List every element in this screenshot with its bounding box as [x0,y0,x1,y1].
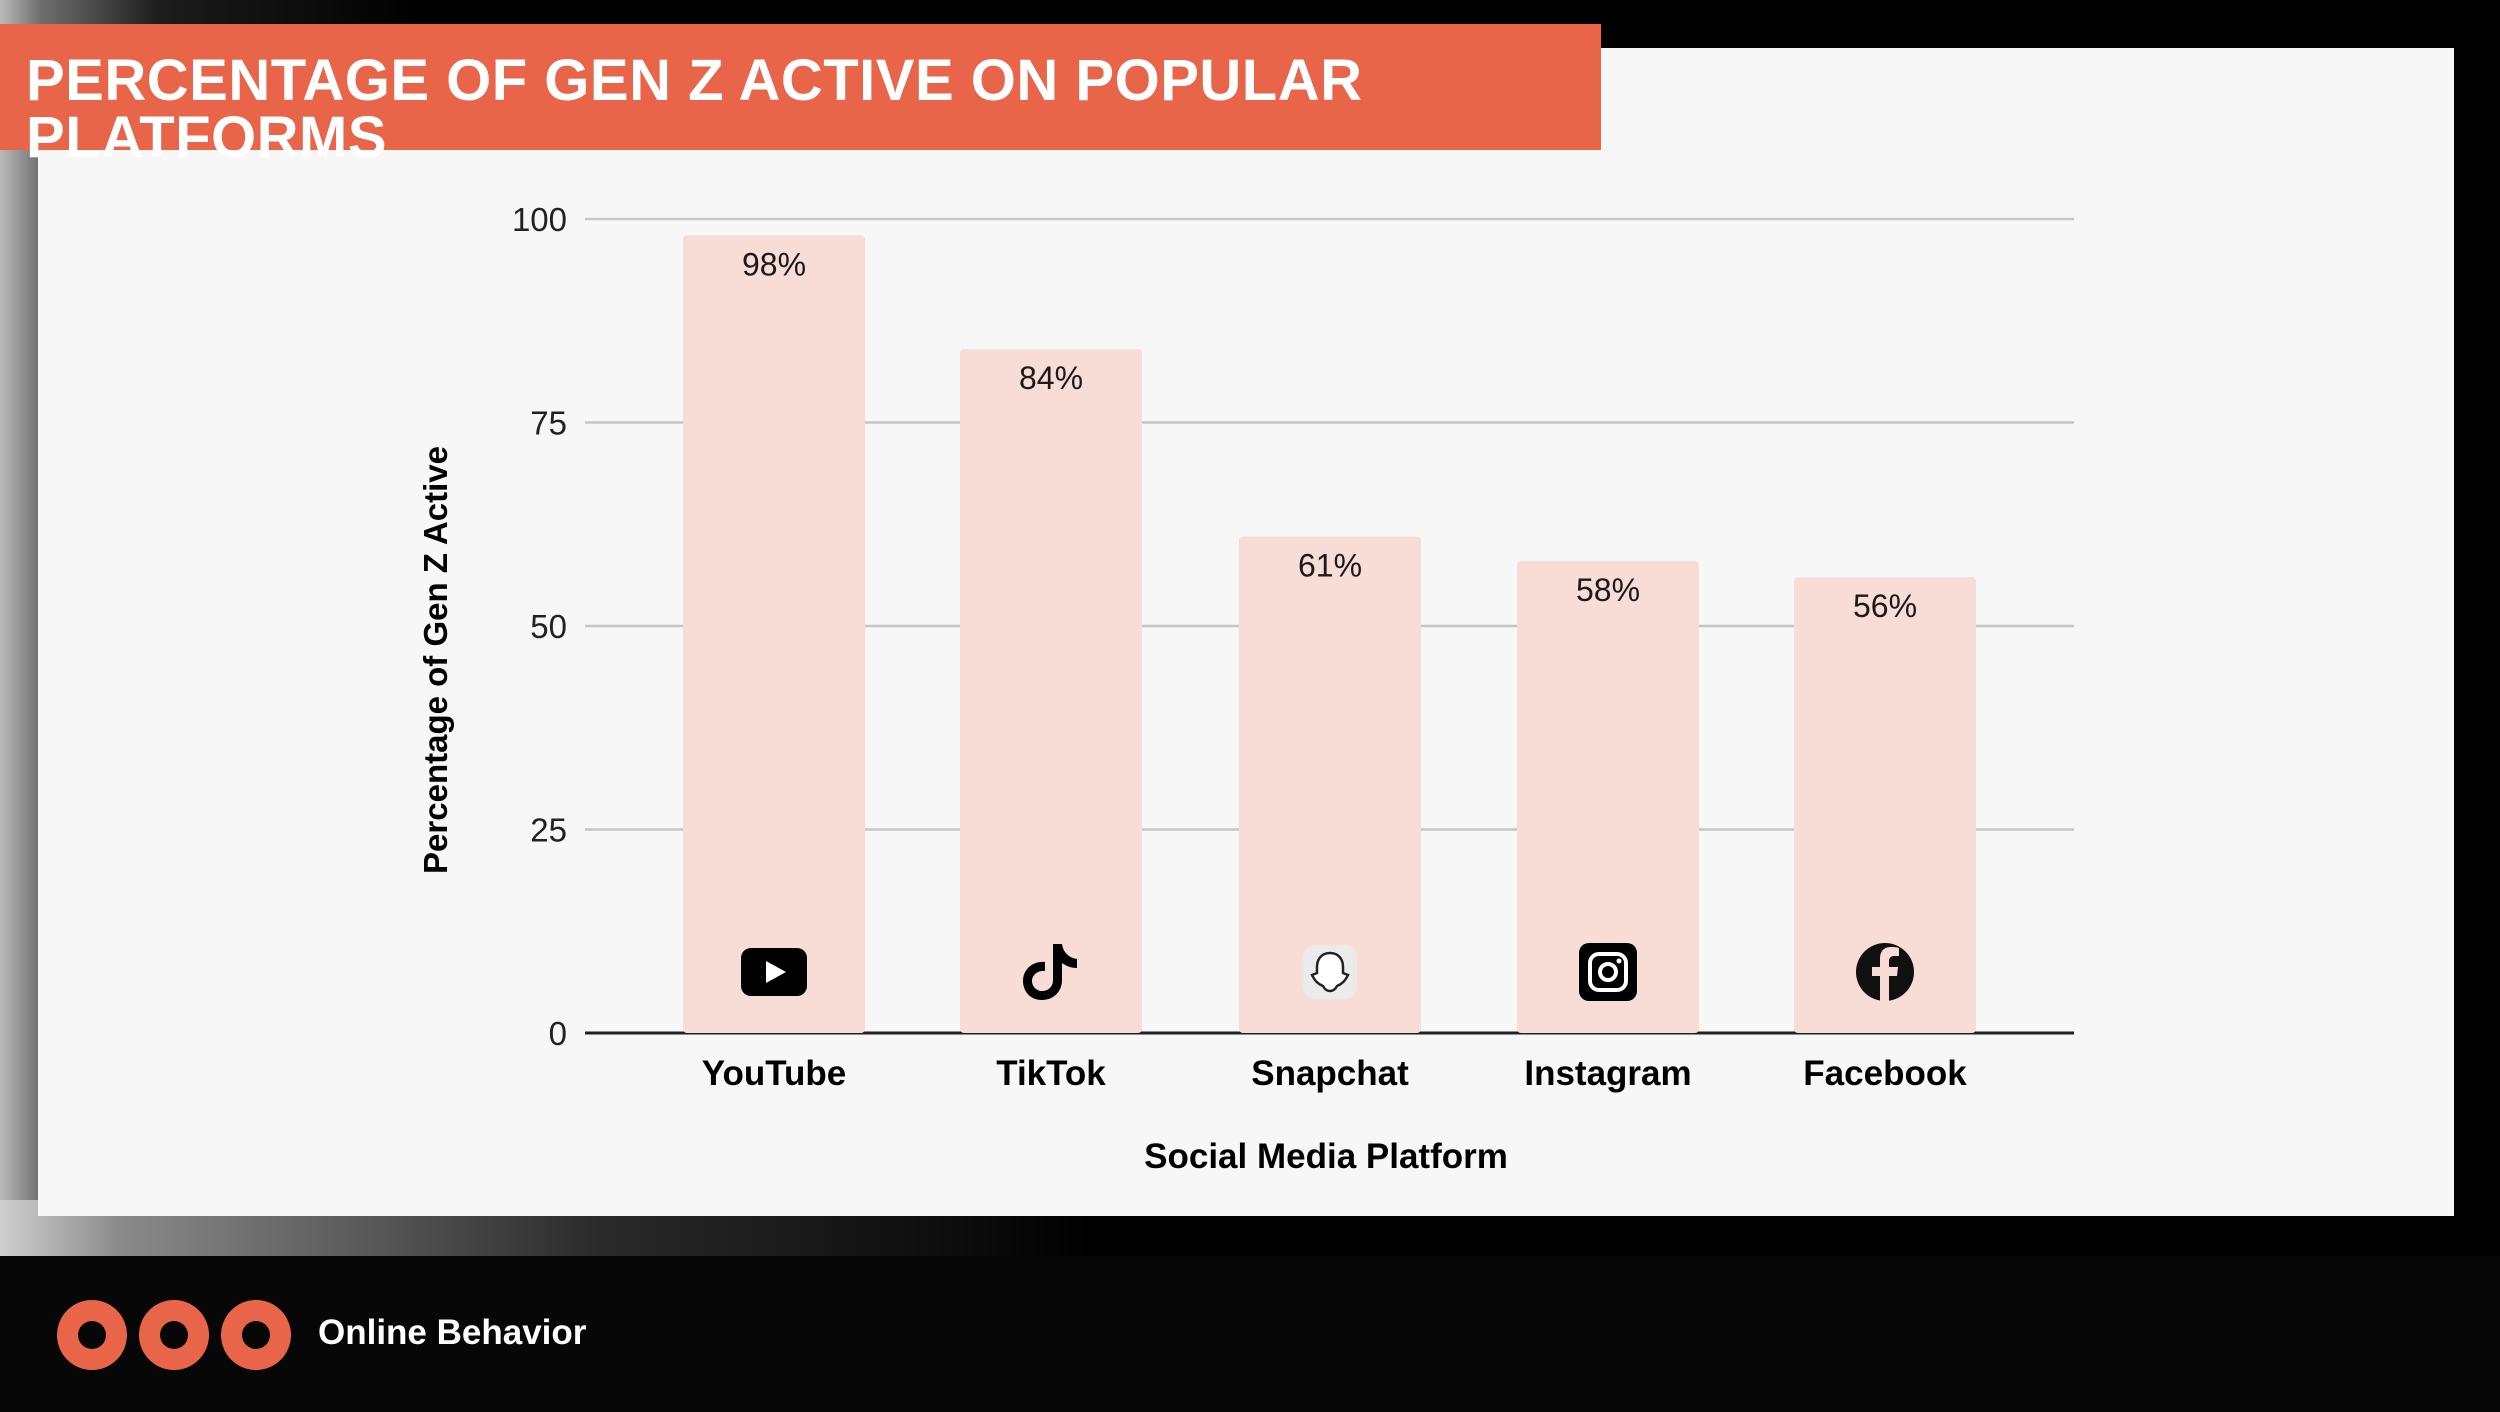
y-tick-label: 75 [530,405,567,442]
instagram-icon [1579,943,1637,1001]
slide-title: PERCENTAGE OF GEN Z ACTIVE ON POPULAR PL… [26,48,1363,170]
bar-chart: 0 25 50 75 100 98% YouTube 84% TikTok 61% Snapchat… [417,201,2074,1176]
snapchat-icon [1303,945,1357,999]
bar-snapchat [1239,536,1421,1033]
x-tick-label: Instagram [1524,1054,1691,1093]
data-label: 84% [1019,360,1083,396]
tiktok-icon [1023,944,1077,1000]
bar-tiktok [960,349,1142,1033]
bar-youtube [683,235,865,1033]
y-tick-label: 50 [530,608,567,645]
x-tick-label: Snapchat [1251,1054,1409,1093]
y-axis-label: Percentage of Gen Z Active [417,446,454,874]
data-label: 58% [1576,572,1640,608]
x-tick-label: Facebook [1803,1054,1967,1093]
x-axis-label: Social Media Platform [1144,1137,1508,1176]
data-label: 56% [1853,588,1917,624]
title-banner: PERCENTAGE OF GEN Z ACTIVE ON POPULAR PL… [0,24,1601,167]
bar-facebook [1794,577,1976,1033]
youtube-icon [741,948,807,996]
footer-dot-icon [57,1300,127,1370]
footer-section-label: Online Behavior [318,1313,587,1352]
x-tick-label: TikTok [996,1054,1106,1093]
facebook-icon [1856,943,1914,1001]
data-label: 61% [1298,547,1362,583]
footer-bar [0,1256,2500,1412]
x-tick-label: YouTube [702,1054,847,1093]
footer-dot-icon [139,1300,209,1370]
bar-instagram [1517,560,1699,1033]
y-tick-label: 0 [549,1015,567,1052]
y-tick-label: 25 [530,812,567,849]
y-tick-label: 100 [512,201,567,238]
data-label: 98% [742,246,806,282]
footer-dot-icon [221,1300,291,1370]
